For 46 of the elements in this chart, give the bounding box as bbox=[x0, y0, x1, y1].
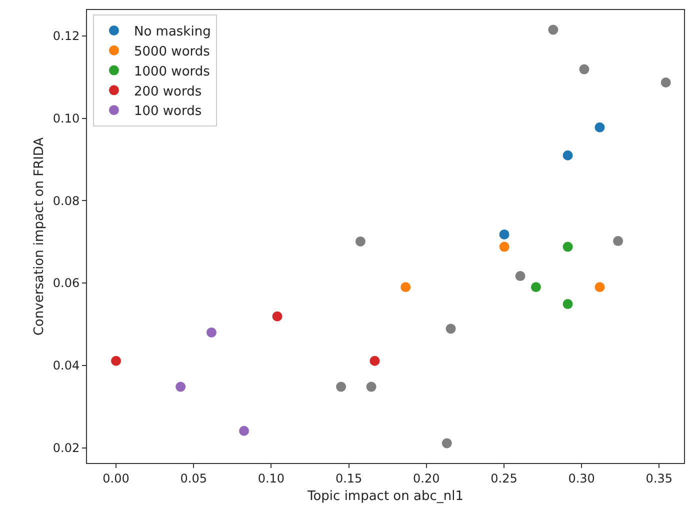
x-tick-label: 0.20 bbox=[413, 471, 440, 486]
legend-label: 200 words bbox=[134, 84, 202, 100]
point bbox=[613, 236, 624, 246]
legend-label: 100 words bbox=[134, 104, 202, 120]
point bbox=[579, 64, 590, 74]
point bbox=[530, 282, 541, 292]
legend-label: 5000 words bbox=[134, 44, 210, 60]
point bbox=[660, 77, 671, 88]
point bbox=[446, 324, 456, 334]
point bbox=[594, 282, 605, 292]
y-tick-label: 0.04 bbox=[52, 358, 80, 373]
y-axis-title: Conversation impact on FRIDA bbox=[32, 137, 47, 336]
legend-label: 1000 words bbox=[134, 64, 210, 80]
point bbox=[562, 242, 573, 252]
point bbox=[562, 150, 573, 160]
x-tick-label: 0.00 bbox=[102, 471, 130, 486]
x-tick-label: 0.35 bbox=[646, 471, 673, 486]
y-tick-label: 0.08 bbox=[52, 194, 80, 208]
legend-label: No masking bbox=[134, 24, 211, 40]
point bbox=[400, 282, 411, 292]
x-tick-label: 0.05 bbox=[180, 471, 207, 486]
x-tick-label: 0.15 bbox=[335, 471, 362, 486]
x-tick-label: 0.10 bbox=[258, 471, 285, 486]
x-axis-title: Topic impact on abc_nl1 bbox=[306, 489, 464, 504]
x-tick-label: 0.30 bbox=[568, 471, 595, 486]
y-tick-label: 0.06 bbox=[52, 276, 80, 290]
point bbox=[515, 271, 526, 282]
point bbox=[370, 356, 380, 366]
point bbox=[206, 327, 216, 338]
point bbox=[366, 382, 376, 392]
y-tick-label: 0.10 bbox=[52, 112, 80, 126]
point bbox=[499, 242, 510, 252]
point bbox=[111, 356, 122, 366]
point bbox=[442, 438, 452, 448]
point bbox=[594, 122, 605, 132]
y-tick-label: 0.02 bbox=[52, 440, 80, 455]
point bbox=[499, 229, 510, 240]
x-tick-label: 0.25 bbox=[490, 471, 518, 486]
point bbox=[176, 382, 186, 392]
y-tick-label: 0.12 bbox=[52, 29, 80, 44]
point bbox=[548, 24, 558, 35]
point bbox=[239, 426, 250, 436]
point bbox=[272, 311, 282, 322]
point bbox=[562, 299, 573, 310]
point bbox=[355, 236, 366, 246]
point bbox=[336, 382, 346, 392]
